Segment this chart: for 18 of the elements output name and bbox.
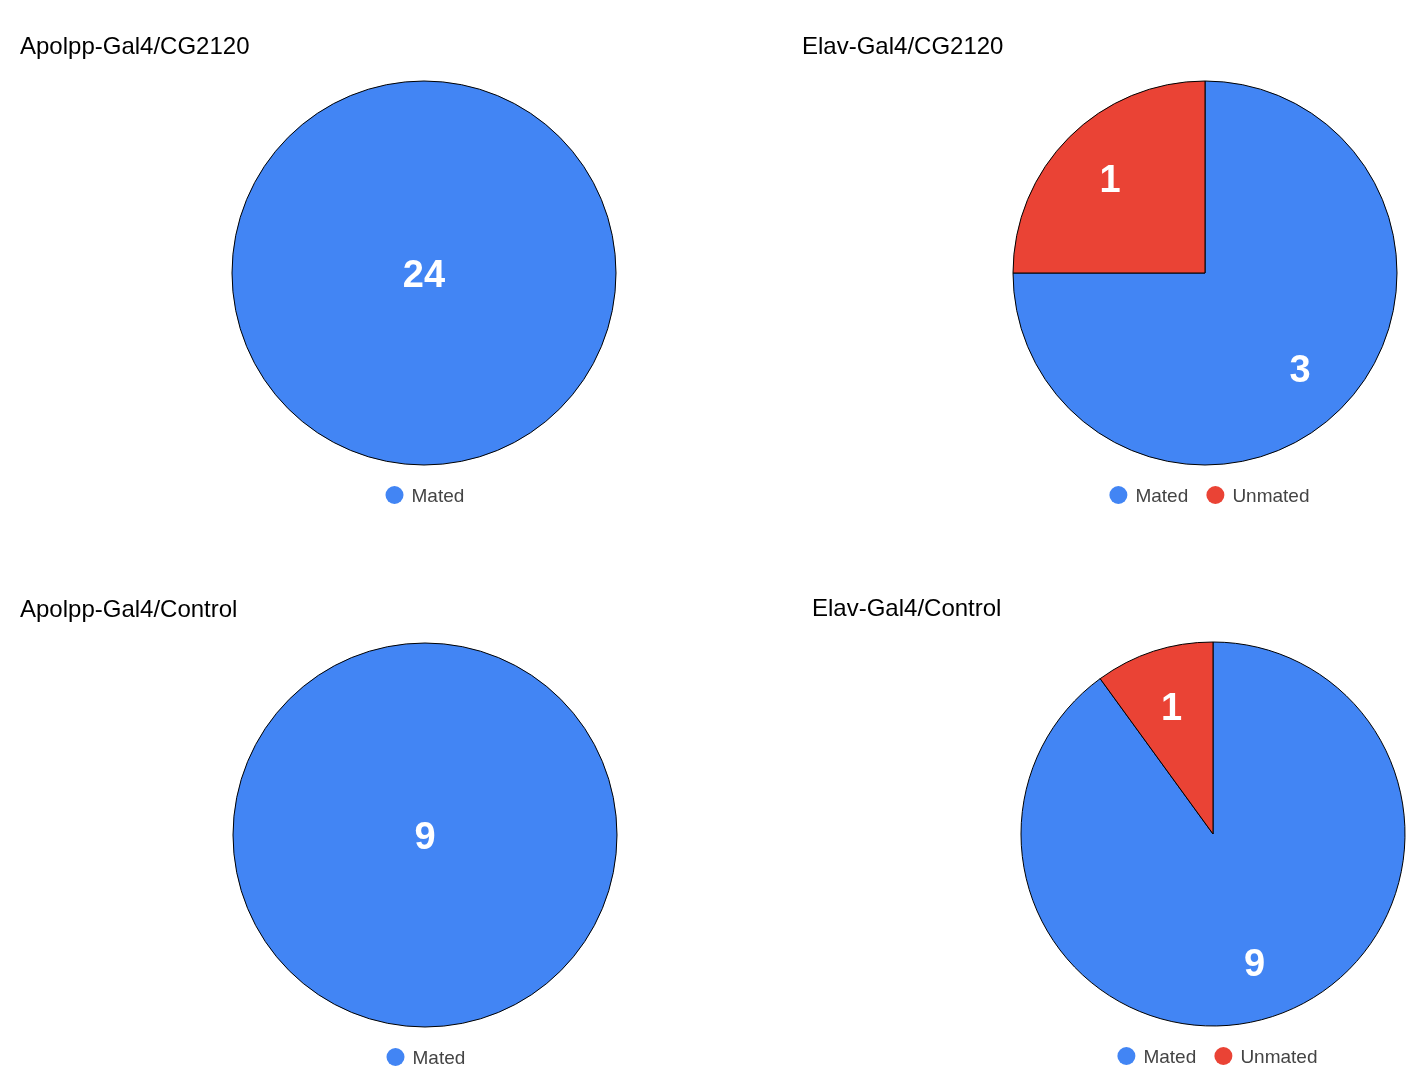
data-label: 9 (1243, 941, 1266, 984)
legend-label: Mated (412, 1046, 466, 1068)
legend-label: Unmated (1240, 1045, 1318, 1067)
chart-title: Elav-Gal4/CG2120 (802, 32, 1004, 59)
legend-label: Mated (1143, 1045, 1197, 1067)
legend-label: Mated (411, 484, 465, 506)
chart-title: Apolpp-Gal4/Control (20, 595, 238, 622)
legend-label: Unmated (1232, 484, 1310, 506)
pie-slice (1020, 641, 1406, 1027)
pie-slice (1012, 80, 1398, 466)
legend-label: Mated (1135, 484, 1189, 506)
chart-title: Elav-Gal4/Control (812, 594, 1002, 621)
data-label: 24 (402, 252, 446, 295)
data-label: 1 (1160, 685, 1183, 728)
data-label: 3 (1289, 347, 1311, 390)
data-label: 1 (1099, 157, 1121, 200)
chart-title: Apolpp-Gal4/CG2120 (20, 32, 250, 59)
data-label: 9 (414, 814, 436, 857)
